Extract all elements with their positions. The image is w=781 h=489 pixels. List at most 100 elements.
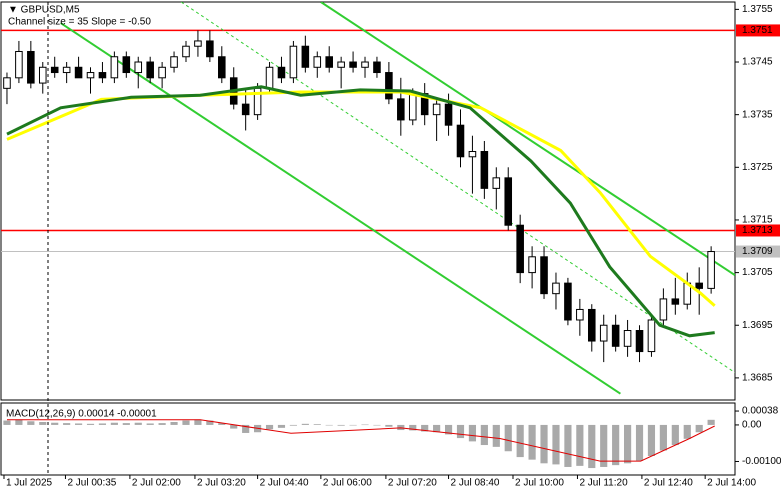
candle-body [385, 72, 393, 100]
macd-bar [158, 423, 166, 425]
macd-bar [576, 424, 584, 466]
macd-bar [98, 423, 107, 425]
axes: 1.3755 1.3745 1.3735 1.3725 1.3715 1.3705 1.36… [3, 4, 781, 489]
candle-body [564, 282, 572, 321]
candle-body [74, 66, 83, 79]
candle-body [194, 40, 202, 47]
y-tick-label: 1.3735 [742, 109, 773, 120]
macd-bar [194, 419, 202, 425]
macd-bar [421, 424, 429, 432]
macd-bar [182, 420, 190, 425]
macd-bar [265, 424, 274, 430]
macd-frame [0, 402, 736, 476]
macd-bar [39, 422, 47, 425]
y-tick-label: 0.00038 [742, 406, 779, 417]
macd-bar [600, 424, 608, 467]
candle-body [516, 224, 524, 274]
macd-bar [444, 424, 453, 435]
candle-body [170, 56, 178, 68]
candle-body [444, 103, 453, 126]
macd-bar [242, 424, 250, 433]
macd-bar [588, 424, 596, 469]
macd-bar [612, 424, 620, 466]
candle-body [587, 308, 596, 342]
macd-bar [337, 424, 345, 426]
candle-body [27, 50, 35, 84]
candle-body [86, 72, 95, 79]
x-tick-label: 2 Jul 10:00 [515, 478, 564, 489]
macd-bar [433, 424, 441, 433]
candle-body [552, 282, 560, 295]
candle-body [456, 124, 465, 158]
candle-body [182, 45, 190, 58]
macd-bar [206, 420, 214, 425]
level-label-box [736, 224, 780, 237]
candle-body [373, 61, 381, 74]
macd-bar [122, 423, 130, 425]
candle-body [62, 66, 71, 74]
candle-body [611, 324, 620, 347]
macd-bar [170, 422, 178, 425]
candle-body [241, 103, 250, 116]
x-tick-label: 2 Jul 04:40 [260, 478, 309, 489]
macd-bar [564, 424, 572, 467]
macd-bar [313, 424, 321, 425]
candle-body [134, 61, 143, 74]
macd-plot [3, 419, 715, 469]
candle-body [50, 66, 59, 74]
moving-average [6, 90, 716, 307]
macd-bar [63, 423, 71, 425]
candle-body [38, 66, 47, 84]
y-tick-label: 1.3715 [742, 215, 773, 226]
candle-body [349, 61, 357, 68]
candle-body [432, 103, 441, 116]
candle-body [671, 298, 680, 305]
y-tick-label: 1.3725 [742, 162, 773, 173]
level-label: 1.3709 [742, 246, 773, 257]
x-tick-label: 2 Jul 07:20 [388, 478, 437, 489]
candle-body [528, 256, 536, 274]
macd-bar [74, 423, 83, 425]
y-tick-label: -0.00100 [742, 456, 781, 467]
macd-bar [15, 419, 23, 425]
macd-bar [707, 419, 715, 425]
macd-bar [3, 420, 11, 425]
macd-title: MACD(12,26,9) 0.00014 -0.00001 [6, 409, 157, 420]
macd-bar [647, 424, 656, 456]
macd-bar [492, 424, 500, 447]
candle-body [540, 256, 548, 295]
macd-bar [409, 424, 417, 431]
candle-body [397, 98, 405, 121]
candle-body [468, 151, 477, 158]
y-tick-label: 1.3695 [742, 320, 773, 331]
macd-bar [277, 424, 286, 428]
level-label-box [736, 245, 780, 258]
macd-bar [659, 424, 667, 451]
candle-body [695, 282, 703, 289]
candle-body [707, 251, 715, 289]
macd-bar [504, 424, 512, 452]
macd-bar [218, 423, 226, 425]
macd-bar [134, 422, 142, 425]
candle-body [146, 61, 154, 79]
signal-line [7, 419, 715, 462]
macd-bar [86, 423, 95, 425]
x-tick-label: 2 Jul 06:00 [323, 478, 372, 489]
x-tick-label: 2 Jul 03:20 [197, 478, 246, 489]
macd-bar [51, 422, 59, 425]
candle-body [110, 56, 119, 79]
candle-body [504, 177, 513, 226]
candle-body [15, 50, 23, 79]
macd-bar [516, 424, 524, 458]
candle-body [98, 72, 107, 79]
macd-bar [683, 424, 691, 439]
candle-body [289, 45, 298, 79]
y-tick-label: 1.3755 [742, 4, 773, 15]
macd-bar [146, 423, 154, 425]
candle-body [408, 93, 417, 121]
macd-bar [230, 424, 238, 429]
trend-line [320, 2, 735, 277]
candle-body [122, 56, 131, 74]
candle-body [576, 308, 584, 321]
